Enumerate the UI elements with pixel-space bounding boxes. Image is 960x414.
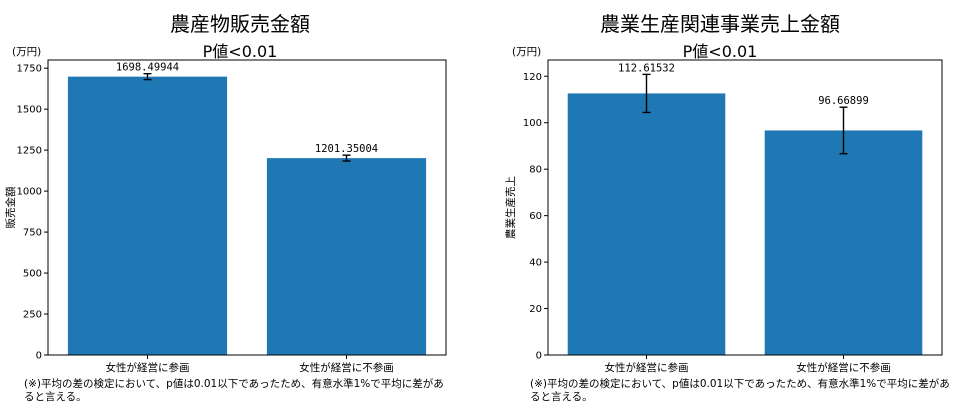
y-tick-label: 0 — [36, 351, 42, 362]
y-tick-label: 20 — [529, 304, 542, 315]
y-tick-label: 120 — [523, 72, 542, 83]
bar — [67, 76, 228, 355]
bar — [764, 130, 923, 355]
chart-title: 農産物販売金額 — [170, 12, 310, 36]
axes-frame — [47, 59, 447, 356]
y-tick-label: 40 — [529, 258, 542, 269]
y-tick-label: 1750 — [17, 64, 42, 75]
y-tick-label: 1500 — [17, 105, 42, 116]
x-tick-label: 女性が経営に参画 — [605, 361, 689, 374]
y-tick-label: 100 — [523, 118, 542, 129]
chart-panel-sales: 農産物販売金額 P値<0.01 1698.49944 1201.35004 0 250… — [4, 12, 447, 403]
axes-frame — [547, 59, 943, 356]
y-tick-label: 0 — [536, 351, 542, 362]
y-tick-label: 1250 — [17, 146, 42, 157]
y-axis-label: 販売金額 — [4, 186, 17, 228]
chart-footnote: (※)平均の差の検定において、p値は0.01以下であったため、有意水準1%で平均… — [530, 378, 950, 403]
x-tick-label: 女性が経営に不参画 — [299, 361, 394, 374]
x-tick-label: 女性が経営に参画 — [106, 361, 190, 374]
y-tick-label: 60 — [529, 211, 542, 222]
bar — [266, 158, 427, 355]
y-tick-label: 80 — [529, 165, 542, 176]
chart-subtitle: P値<0.01 — [202, 42, 278, 61]
chart-subtitle: P値<0.01 — [682, 42, 758, 61]
chart-title: 農業生産関連事業売上金額 — [600, 12, 840, 36]
y-tick-label: 250 — [23, 310, 42, 321]
y-axis-label: 農業生産売上 — [504, 176, 517, 239]
y-axis-unit: (万円) — [12, 46, 41, 58]
x-tick-label: 女性が経営に不参画 — [796, 361, 891, 374]
chart-footnote: (※)平均の差の検定において、p値は0.01以下であったため、有意水準1%で平均… — [24, 378, 444, 403]
y-tick-label: 1000 — [17, 187, 42, 198]
data-label: 112.61532 — [618, 62, 675, 74]
data-label: 1698.49944 — [116, 62, 179, 74]
bar — [567, 93, 726, 355]
data-label: 96.66899 — [818, 95, 869, 107]
y-tick-label: 750 — [23, 228, 42, 239]
y-axis-unit: (万円) — [512, 46, 541, 58]
chart-panel-related-business: 農業生産関連事業売上金額 P値<0.01 112.61532 96.66899 0 2… — [480, 0, 960, 414]
data-label: 1201.35004 — [315, 143, 378, 155]
y-tick-label: 500 — [23, 269, 42, 280]
bar-chart: 112.61532 96.66899 0 20 40 60 80 100 120 女性が経営に参画… — [504, 46, 943, 374]
bar-chart: 1698.49944 1201.35004 0 250 500 750 1000 1250 15… — [4, 46, 447, 374]
